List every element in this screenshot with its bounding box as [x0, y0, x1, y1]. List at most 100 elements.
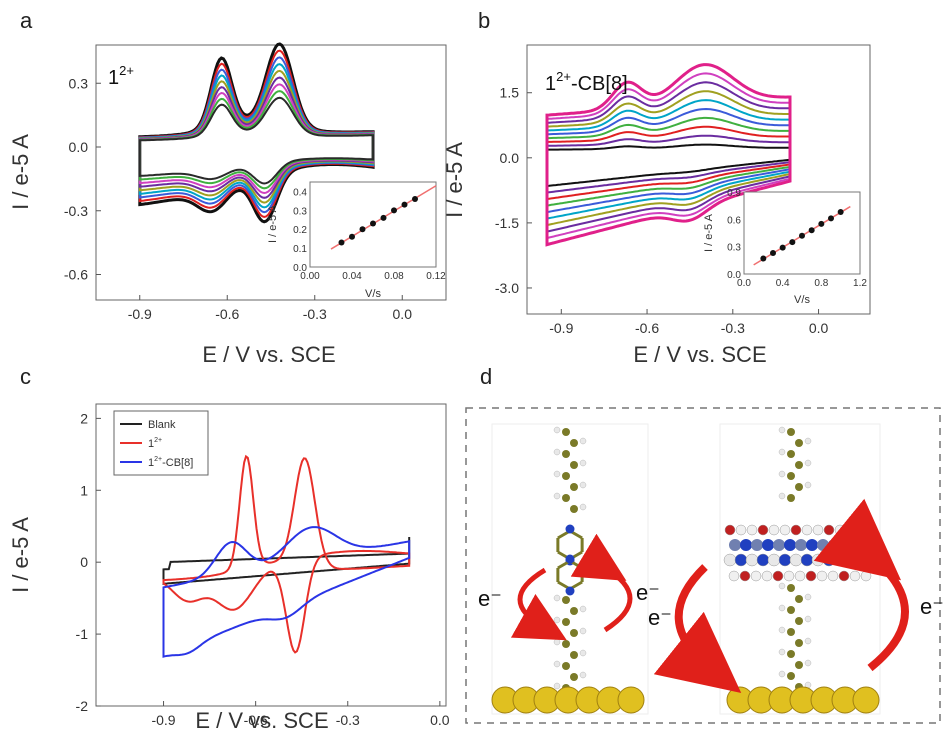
right-cb8-atom	[811, 553, 825, 567]
right-cb8-atom	[805, 570, 817, 582]
left-carbon-atom	[570, 629, 578, 637]
electron-label-1: e⁻	[478, 586, 502, 611]
right-cb8-atom	[800, 553, 814, 567]
electron-label-3: e⁻	[648, 605, 672, 630]
y-ticks-b: 1.5 0.0 -1.5 -3.0	[495, 85, 532, 296]
y-tick-label: -2	[76, 698, 89, 714]
inset-point	[412, 196, 418, 202]
electron-arrow-right-2	[813, 498, 909, 672]
left-carbon-atom	[570, 483, 578, 491]
y-tick-label: 0.3	[69, 75, 89, 91]
right-cb8-atom	[784, 539, 796, 551]
inset-x-tick-label: 0.00	[300, 271, 320, 282]
panel-letter-b: b	[478, 8, 490, 33]
electron-label-4: e⁻	[920, 594, 944, 619]
right-carbon-atom	[787, 584, 795, 592]
x-tick-label: -0.3	[721, 320, 745, 336]
left-hydrogen-atom	[579, 459, 587, 467]
left-hydrogen-atom	[579, 503, 587, 511]
x-tick-label: 0.0	[393, 306, 413, 322]
x-tick-label: -0.9	[151, 712, 175, 728]
inset-point	[789, 239, 796, 246]
right-cb8-atom	[795, 539, 807, 551]
inset-x-tick-label: 0.04	[342, 271, 362, 282]
y-tick-label: -3.0	[495, 280, 519, 296]
right-hydrogen-atom	[778, 582, 786, 590]
inset-point	[828, 215, 834, 222]
y-tick-label: 1	[80, 482, 88, 498]
annotation-b: 12+-CB[8]	[545, 69, 628, 95]
y-ticks-a: 0.3 0.0 -0.3 -0.6	[64, 75, 101, 283]
left-hydrogen-atom	[553, 492, 561, 500]
inset-y-tick-label: 0.0	[727, 270, 741, 281]
x-tick-label: -0.6	[215, 306, 239, 322]
right-cb8-atom	[790, 524, 802, 536]
left-hydrogen-atom	[579, 437, 587, 445]
right-cb8-atom	[812, 524, 824, 536]
panel-b: b -0.9 -0.6 -0.3 0.0 1.5 0.0 -1.5 -3.0 E / V v…	[442, 8, 871, 367]
y-tick-label: 2	[80, 410, 88, 426]
inset-point	[799, 232, 805, 239]
y-tick-label: -0.3	[64, 203, 88, 219]
inset-x-tick-label: 1.2	[853, 278, 867, 289]
inset-point	[808, 227, 815, 234]
inset-point	[391, 207, 397, 214]
right-cb8-atom	[767, 553, 781, 567]
y-tick-label: 1.5	[500, 85, 520, 101]
left-hydrogen-atom	[553, 470, 561, 478]
plot-frame-b	[526, 44, 871, 315]
left-hydrogen-atom	[553, 616, 561, 624]
right-carbon-atom	[795, 461, 803, 469]
inset-y-label-b: I / e-5 A	[703, 213, 715, 252]
right-cb8-atom	[838, 570, 850, 582]
right-cb8-atom	[739, 570, 751, 582]
right-hydrogen-atom	[778, 604, 786, 612]
left-carbon-atom	[570, 673, 578, 681]
left-hydrogen-atom	[553, 660, 561, 668]
right-hydrogen-atom	[778, 670, 786, 678]
molecule-frame-left	[491, 423, 649, 715]
y-tick-label: 0.0	[69, 139, 89, 155]
left-gold-atom	[617, 686, 645, 714]
legend-label-1: 12+	[148, 437, 162, 450]
inset-y-tick-label: 0.1	[293, 244, 307, 255]
y-ticks-c: 2 1 0 -1 -2	[76, 410, 101, 714]
right-carbon-atom	[795, 439, 803, 447]
right-cb8-atom	[794, 570, 806, 582]
inset-y-tick-label: 0.2	[293, 225, 307, 236]
right-carbon-atom	[787, 450, 795, 458]
right-cb8-atom	[834, 524, 846, 536]
right-cb8-atom	[750, 570, 762, 582]
right-carbon-atom	[795, 595, 803, 603]
x-ticks-c: -0.9 -0.6 -0.3 0.0	[151, 701, 450, 728]
gold-electrode-right	[726, 686, 880, 714]
left-hydrogen-atom	[553, 426, 561, 434]
right-cb8-atom	[845, 524, 857, 536]
inset-y-tick-label: 0.6	[727, 215, 741, 226]
right-carbon-atom	[795, 661, 803, 669]
x-ticks-b: -0.9 -0.6 -0.3 0.0	[549, 309, 828, 336]
inset-y-tick-label: 0.3	[293, 206, 307, 217]
x-tick-label: -0.3	[336, 712, 360, 728]
electron-arrow-right-1	[653, 564, 742, 694]
inset-x-tick-label: 0.0	[737, 278, 751, 289]
left-hydrogen-atom	[553, 682, 561, 690]
right-cb8-atom	[729, 539, 741, 551]
legend-label-1-cb8: 12+-CB[8]	[148, 456, 193, 469]
right-cb8-atom	[827, 570, 839, 582]
left-carbon-atom	[562, 596, 570, 604]
legend-label-blank: Blank	[148, 419, 176, 431]
left-carbon-atom	[562, 472, 570, 480]
x-axis-label-a: E / V vs. SCE	[202, 342, 335, 367]
inset-point	[818, 220, 825, 227]
right-cb8-atom	[757, 524, 769, 536]
inset-plot-a: 0.00 0.04 0.08 0.12 0.4 0.3 0.2 0.1 0.0	[293, 185, 446, 282]
right-carbon-atom	[787, 672, 795, 680]
annotation-a: 12+	[108, 63, 134, 89]
right-cb8-atom	[789, 553, 803, 567]
x-tick-label: -0.9	[128, 306, 152, 322]
right-cb8-atom	[762, 539, 774, 551]
illustration-frame-d	[465, 407, 941, 724]
right-cb8-atom	[773, 539, 785, 551]
right-cb8-atom	[735, 524, 747, 536]
